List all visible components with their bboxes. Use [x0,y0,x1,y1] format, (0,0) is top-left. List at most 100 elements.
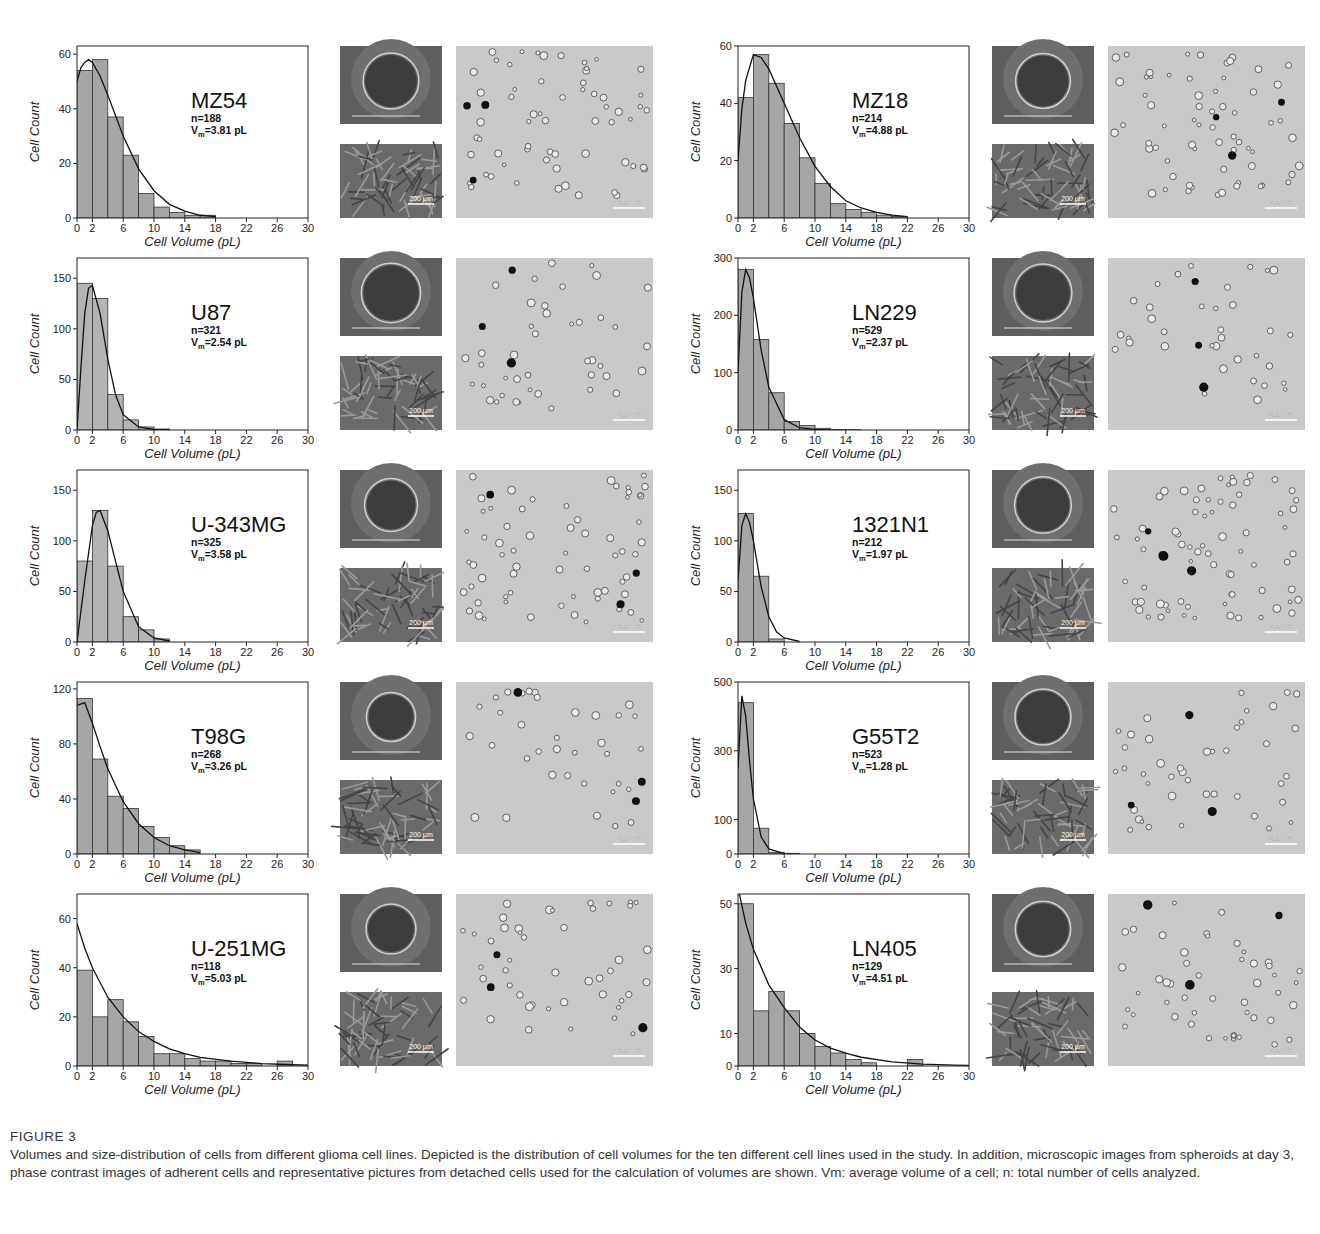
y-tick [734,642,738,643]
image-texture [1229,592,1235,598]
image-texture [1037,158,1044,165]
image-texture [542,303,549,310]
image-texture [394,411,411,433]
image-texture [1136,991,1140,995]
image-texture [1227,612,1234,619]
y-tick-label: 20 [59,157,71,169]
scale-line [352,752,420,753]
image-texture [1146,824,1151,829]
image-texture [410,582,426,586]
annotation-part: =3.81 pL [205,124,248,136]
image-texture [489,49,496,56]
image-texture [593,812,600,819]
image-texture [612,1016,617,1021]
scale-label: 200 µm [617,411,641,419]
image-texture [1224,1036,1228,1040]
image-texture [564,551,568,555]
image-texture [1036,593,1048,601]
caption-text: Volumes and size-distribution of cells f… [10,1147,1294,1180]
detached-image [1108,470,1305,642]
panel-annotation: Vm=3.26 pL [191,760,248,775]
image-texture [504,595,508,599]
adherent-image [340,144,442,218]
image-texture [1236,492,1241,497]
image-texture [637,520,642,525]
histogram-bar [769,393,784,430]
image-texture [412,589,419,598]
image-texture [1199,383,1208,392]
image-texture [499,914,507,922]
histogram-bar [830,1053,845,1066]
image-texture [1286,62,1292,68]
image-texture [1157,759,1165,767]
image-texture [1058,182,1083,184]
x-tick-label: 0 [74,1070,80,1082]
image-texture [399,567,402,592]
x-tick-label: 0 [74,646,80,658]
image-texture [1219,365,1227,373]
y-axis-title: Cell Count [688,524,703,586]
y-tick [73,798,77,799]
y-axis-title: Cell Count [688,948,703,1010]
scale-line [1265,1055,1297,1057]
image-texture [514,688,523,697]
image-texture [628,820,634,826]
image-texture [567,524,574,531]
x-tick-label: 2 [89,1070,95,1082]
image-texture [992,207,1007,211]
y-tick-label: 500 [714,676,732,688]
spheroid [1017,691,1069,743]
x-tick-label: 26 [271,646,283,658]
x-tick-label: 22 [901,858,913,870]
image-texture [1195,92,1203,100]
histogram-bar [784,1011,799,1066]
image-texture [588,387,593,392]
image-texture [1284,559,1290,565]
x-tick-label: 0 [735,1070,741,1082]
image-texture [1273,605,1281,613]
scale-line [613,631,645,633]
image-texture [625,701,633,709]
image-texture [1161,342,1169,350]
plot-frame [77,894,308,1066]
image-texture [378,397,391,399]
image-texture [1011,1017,1031,1026]
image-texture [507,983,512,988]
image-texture [1168,792,1176,800]
image-texture [546,1007,550,1011]
image-texture [1182,995,1187,1000]
image-texture [403,1009,418,1028]
y-tick-label: 40 [59,962,71,974]
image-texture [470,473,477,480]
image-texture [540,52,548,60]
image-texture [1055,597,1068,599]
image-texture [1066,394,1084,396]
scale-line [613,207,645,209]
image-texture [503,968,508,973]
y-axis-title: Cell Count [27,948,42,1010]
y-tick [734,854,738,855]
image-texture [410,815,426,819]
scale-label: 200 µm [409,1043,433,1051]
histogram-bar [815,1047,830,1066]
x-tick-label: 14 [840,1070,852,1082]
scale-line [408,1051,434,1053]
image-texture [1211,562,1217,568]
image-texture [395,390,400,400]
panel-annotation: Vm=1.97 pL [852,548,909,563]
y-axis-title: Cell Count [27,524,42,586]
image-texture [1283,526,1287,530]
image-texture [398,1036,411,1041]
image-texture [1119,964,1126,971]
image-texture [993,820,1009,836]
y-tick [73,430,77,431]
image-texture [1270,266,1278,274]
fit-curve [77,285,169,430]
image-texture [475,612,483,620]
image-texture [1063,784,1065,796]
x-tick-label: 2 [750,1070,756,1082]
y-tick-label: 40 [59,103,71,115]
y-tick-label: 50 [720,585,732,597]
x-tick-label: 6 [781,222,787,234]
y-tick [73,540,77,541]
